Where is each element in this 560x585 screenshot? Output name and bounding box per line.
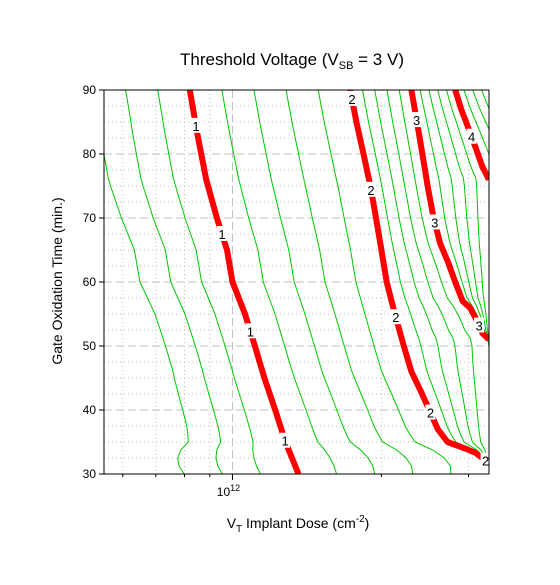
contour-label: 1 xyxy=(281,434,288,449)
minor-contour-line xyxy=(488,343,489,474)
contour-label-background xyxy=(216,226,227,241)
minor-contour-line xyxy=(317,90,452,474)
contour-label: 1 xyxy=(247,324,254,339)
minor-contour-line xyxy=(253,90,376,474)
y-axis-ticks: 30 40 50 60 70 80 90 xyxy=(83,83,104,481)
y-tick-label: 90 xyxy=(83,83,97,97)
minor-contour-line xyxy=(398,90,489,474)
y-tick-label: 70 xyxy=(83,211,97,225)
minor-contour-line xyxy=(285,90,414,474)
xlabel-tail: ) xyxy=(365,515,370,531)
contour-label: 2 xyxy=(392,310,399,325)
x-axis-label: VT Implant Dose (cm-2) xyxy=(227,514,370,535)
contour-label-background xyxy=(390,309,401,325)
y-axis-label: Gate Oxidation Time (min.) xyxy=(49,197,65,364)
y-tick-label: 60 xyxy=(83,275,97,289)
y-tick-label: 50 xyxy=(83,339,97,353)
y-tick-label: 30 xyxy=(83,467,97,481)
contour-label-background xyxy=(411,112,422,128)
minor-contour-line xyxy=(157,90,261,474)
minor-contour-line xyxy=(125,90,223,474)
x-tick-label: 1012 xyxy=(217,483,240,499)
contour-label-background xyxy=(346,90,357,106)
minor-contour-line xyxy=(419,90,489,474)
xlabel-main: V xyxy=(227,515,237,531)
contour-label: 3 xyxy=(413,113,420,128)
contour-label-background xyxy=(280,432,291,448)
contour-label-background xyxy=(245,323,256,339)
contour-label: 2 xyxy=(348,92,355,107)
contour-label-background xyxy=(480,452,491,468)
contour-label-background xyxy=(425,404,436,420)
minor-contour-line xyxy=(362,90,489,474)
xlabel-mid: Implant Dose (cm xyxy=(242,515,356,531)
xlabel-superscript: -2 xyxy=(356,514,365,525)
title-tail: = 3 V) xyxy=(353,50,404,69)
contour-labels: 1 1 1 1 2 2 2 2 2 3 3 3 4 xyxy=(190,90,491,469)
contour-label: 2 xyxy=(427,406,434,421)
minor-contour-line xyxy=(221,90,338,474)
contour-label-background xyxy=(466,128,477,144)
minor-contour-line xyxy=(428,90,489,474)
contour-label: 2 xyxy=(482,454,489,469)
contour-label: 3 xyxy=(476,319,483,334)
contour-label: 2 xyxy=(367,183,374,198)
minor-contours xyxy=(104,90,489,474)
minor-contour-line xyxy=(437,90,489,474)
chart-title: Threshold Voltage (VSB = 3 V) xyxy=(180,50,404,72)
x-axis-ticks: 1012 xyxy=(122,474,470,499)
contour-label: 1 xyxy=(218,227,225,242)
contour-label: 4 xyxy=(468,130,475,145)
contour-line-level-1 xyxy=(186,90,302,474)
y-tick-label: 40 xyxy=(83,403,97,417)
minor-contour-line xyxy=(446,90,489,474)
minor-contour-line xyxy=(374,90,489,474)
minor-contour-line xyxy=(488,342,489,474)
title-subscript: SB xyxy=(339,60,354,72)
contour-label-background xyxy=(366,181,377,197)
minor-contour-line xyxy=(104,151,189,474)
y-tick-label: 80 xyxy=(83,147,97,161)
xlabel-subscript: T xyxy=(236,524,242,535)
contour-label-background xyxy=(190,117,201,133)
minor-contour-line xyxy=(488,343,489,474)
title-main: Threshold Voltage (V xyxy=(180,50,339,69)
contour-label-background xyxy=(429,214,440,230)
contour-label-background xyxy=(474,317,485,333)
minor-contour-line xyxy=(386,90,489,474)
contour-label: 3 xyxy=(431,215,438,230)
contour-label: 1 xyxy=(192,119,199,134)
